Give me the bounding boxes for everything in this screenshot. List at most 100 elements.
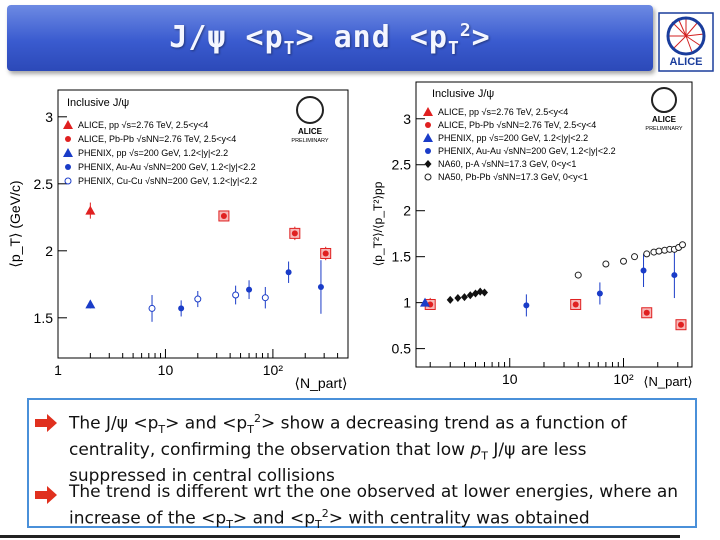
y-tick-label: 1	[403, 295, 411, 311]
y-tick-label: 3	[403, 111, 411, 127]
legend-entry: ALICE, Pb-Pb √sNN=2.76 TeV, 2.5<y<4	[438, 120, 596, 130]
data-point	[643, 309, 650, 316]
x-tick-label: 10²	[613, 371, 634, 387]
data-point	[420, 297, 431, 307]
legend-marker	[65, 164, 71, 170]
logo-label: ALICE	[670, 56, 703, 68]
legend-marker	[423, 133, 433, 142]
left-chart: 1 10 10² 1.5 2 2.5 3 Inclusive J/ψ ALICE, pp √…	[7, 89, 349, 391]
arrow-bullet-icon	[35, 486, 57, 504]
summary-box: The J/ψ <pT> and <pT2> show a decreasing…	[27, 398, 697, 531]
data-point	[446, 295, 454, 304]
left-alice-badge: ALICE PRELIMINARY	[291, 96, 329, 144]
data-point	[460, 293, 468, 302]
data-point	[643, 250, 651, 258]
data-point	[480, 288, 488, 297]
y-tick-label: 2	[403, 203, 411, 219]
left-y-label: ⟨p_T⟩ (GeV/c)	[7, 180, 23, 267]
data-point	[476, 287, 484, 296]
legend-entry: NA60, p-A √sNN=17.3 GeV, 0<y<1	[438, 159, 576, 169]
data-point	[246, 286, 253, 293]
y-tick-label: 2	[45, 243, 53, 259]
x-tick-label: 10²	[263, 362, 284, 378]
data-point	[602, 260, 610, 268]
legend-entry: ALICE, Pb-Pb √sNN=2.76 TeV, 2.5<y<4	[78, 134, 236, 144]
legend-marker	[424, 160, 432, 168]
data-point	[85, 299, 96, 309]
legend-entry: PHENIX, Au-Au √sNN=200 GeV, 1.2<|y|<2.2	[78, 162, 256, 172]
right-y-label: ⟨p_T²⟩/⟨p_T²⟩pp	[371, 181, 385, 266]
data-point	[671, 272, 678, 279]
right-chart-title: Inclusive J/ψ	[432, 88, 494, 100]
data-point	[678, 241, 686, 249]
data-point	[285, 269, 292, 276]
title-text-2: > and <p	[295, 20, 448, 55]
left-badge-status: PRELIMINARY	[291, 138, 329, 144]
data-point	[178, 305, 185, 312]
y-tick-label: 2.5	[34, 176, 54, 192]
left-x-label: ⟨N_part⟩	[295, 375, 348, 391]
legend-entry: ALICE, pp √s=2.76 TeV, 2.5<y<4	[438, 107, 568, 117]
data-point	[261, 294, 269, 302]
bullet-1-text: The J/ψ <pT> and <pT2> show a decreasing…	[69, 412, 627, 487]
y-tick-label: 2.5	[392, 157, 412, 173]
legend-marker	[425, 148, 431, 154]
legend-marker	[63, 120, 73, 129]
x-tick-label: 10	[158, 362, 174, 378]
data-point	[194, 295, 202, 303]
y-tick-label: 0.5	[392, 341, 412, 357]
y-tick-label: 3	[45, 109, 53, 125]
data-point	[631, 253, 639, 261]
left-chart-title: Inclusive J/ψ	[67, 97, 129, 109]
x-tick-label: 10	[502, 371, 518, 387]
data-point	[523, 302, 530, 309]
title-sup-2: 2	[459, 20, 472, 41]
title-sub-2: T	[447, 38, 460, 59]
data-point	[220, 212, 227, 219]
title-bar: J/ψ <pT> and <pT2>	[7, 5, 653, 71]
data-point	[85, 205, 96, 215]
right-x-label: ⟨N_part⟩	[643, 374, 692, 389]
legend-marker	[63, 148, 73, 157]
y-tick-label: 1.5	[392, 249, 412, 265]
data-point	[322, 250, 329, 257]
legend-marker	[64, 177, 72, 185]
right-badge-status: PRELIMINARY	[645, 126, 683, 132]
bullet-2-text: The trend is different wrt the one obser…	[69, 482, 679, 532]
legend-marker	[423, 107, 433, 116]
legend-marker	[65, 136, 71, 142]
data-point	[572, 301, 579, 308]
title-sub-1: T	[283, 38, 296, 59]
left-plot-frame	[57, 89, 349, 359]
x-tick-label: 1	[54, 362, 62, 378]
data-point	[232, 291, 240, 299]
legend-entry: PHENIX, Cu-Cu √sNN=200 GeV, 1.2<|y|<2.2	[78, 176, 257, 186]
right-alice-badge: ALICE PRELIMINARY	[645, 87, 683, 132]
legend-marker	[425, 122, 431, 128]
y-tick-label: 1.5	[34, 310, 54, 326]
data-point	[620, 257, 628, 265]
data-point	[655, 247, 663, 255]
data-point	[148, 304, 156, 312]
slide-title: J/ψ <pT> and <pT2>	[7, 20, 653, 59]
left-badge-name: ALICE	[298, 127, 323, 136]
data-point	[574, 271, 582, 279]
data-point	[596, 290, 603, 297]
data-point	[677, 321, 684, 328]
data-point	[317, 283, 324, 290]
data-point	[291, 230, 298, 237]
legend-entry: PHENIX, Au-Au √sNN=200 GeV, 1.2<|y|<2.2	[438, 146, 616, 156]
title-text-3: >	[471, 20, 491, 55]
alice-logo-icon: ALICE	[658, 12, 714, 72]
legend-entry: PHENIX, pp √s=200 GeV, 1.2<|y|<2.2	[438, 133, 588, 143]
legend-entry: ALICE, pp √s=2.76 TeV, 2.5<y<4	[78, 120, 208, 130]
legend-marker	[424, 173, 432, 181]
right-plot-frame	[415, 81, 693, 368]
legend-entry: PHENIX, pp √s=200 GeV, 1.2<|y|<2.2	[78, 148, 228, 158]
legend-entry: NA50, Pb-Pb √sNN=17.3 GeV, 0<y<1	[438, 172, 588, 182]
right-badge-name: ALICE	[652, 115, 677, 124]
arrow-bullet-icon	[35, 414, 57, 432]
bottom-rule	[0, 535, 680, 538]
title-text-1: J/ψ <p	[169, 20, 284, 55]
right-chart: 10 10² 0.5 1 1.5 2 2.5 3 Inclusive J/ψ ALICE, p…	[371, 81, 693, 389]
